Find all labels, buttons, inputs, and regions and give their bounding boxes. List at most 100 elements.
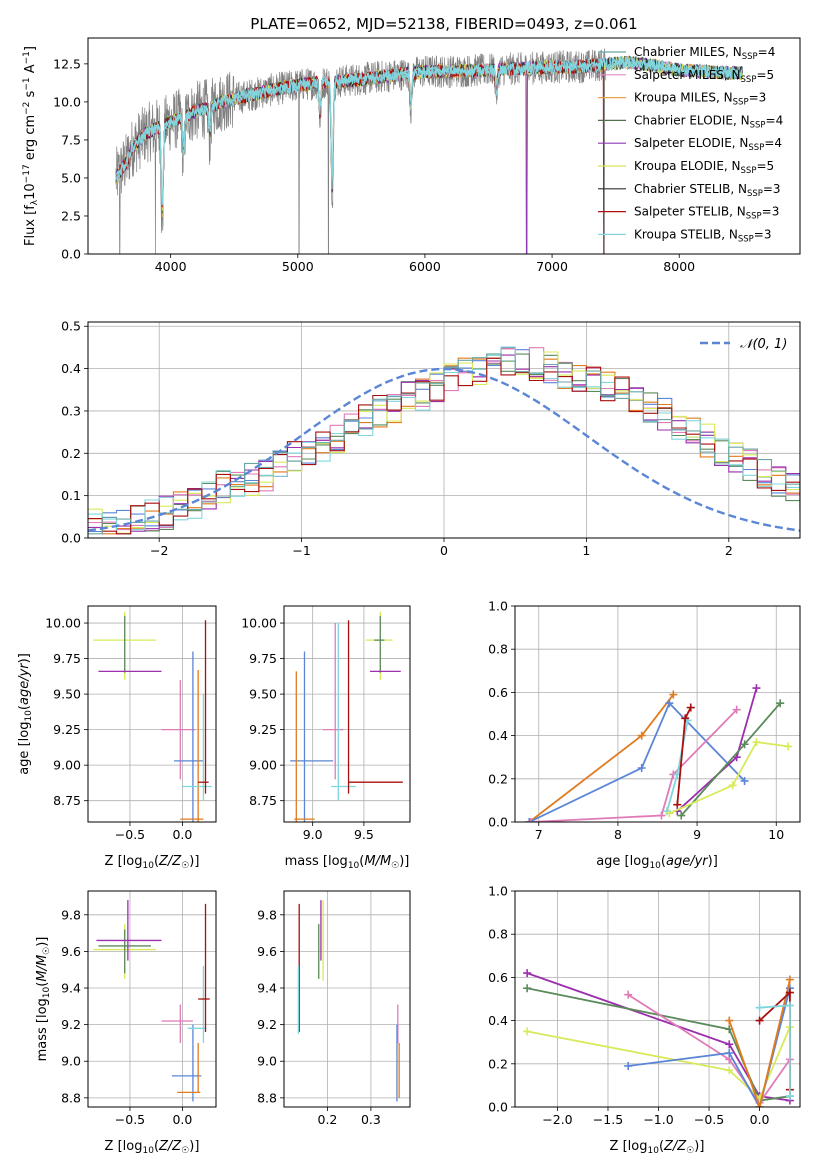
weight-vs-z-ytick-label: 0.8 [488, 927, 508, 942]
weight-vs-z-marker [755, 1003, 764, 1012]
spectrum-best-fit-line [115, 58, 743, 202]
weight-vs-z-series-line [628, 987, 791, 1107]
mass-vs-ebv-xtick-label: 0.2 [318, 1112, 338, 1127]
mass-vs-z-axes: −0.5 0.0 8.8 9.0 9.2 9.4 9.6 9.8 [61, 890, 217, 1127]
weight-vs-age-marker [665, 809, 674, 818]
age-vs-mass-crosses [290, 611, 403, 822]
weight-vs-age-marker [732, 705, 741, 714]
weight-vs-age-xtick-label: 7 [535, 827, 543, 842]
age-vs-z-ytick-label: 9.25 [53, 722, 81, 737]
age-vs-mass-ytick-label: 9.50 [249, 687, 277, 702]
weight-vs-z-marker [725, 1066, 734, 1075]
weight-vs-age-ytick-label: 0.2 [488, 771, 508, 786]
weight-vs-age-marker [681, 714, 690, 723]
age-vs-z-crosses [93, 611, 212, 822]
age-vs-mass-ytick-label: 8.75 [249, 793, 277, 808]
weight-vs-z-marker [523, 1027, 532, 1036]
mass-vs-ebv-ytick-label: 9.6 [257, 944, 277, 959]
weight-vs-z-marker [785, 975, 794, 984]
spectrum-xtick-label: 7000 [536, 259, 568, 274]
legend-entry: Kroupa MILES, NSSP=3 [634, 91, 766, 108]
residuals-ytick-label: 0.0 [61, 531, 81, 546]
legend-entry: Salpeter MILES, NSSP=5 [634, 68, 774, 85]
weight-vs-age-xtick-label: 10 [768, 827, 784, 842]
weight-vs-z-series-line [728, 979, 791, 1107]
weight-vs-age-marker [669, 690, 678, 699]
spectrum-xtick-label: 8000 [663, 259, 695, 274]
legend-entry: Kroupa ELODIE, NSSP=5 [634, 159, 774, 176]
legend-entry: Chabrier ELODIE, NSSP=4 [634, 113, 783, 130]
mass-vs-z-crosses [93, 900, 210, 1102]
spectrum-xtick-label: 5000 [282, 259, 314, 274]
weight-vs-age-series-line [669, 741, 789, 815]
mass-vs-z-ytick-label: 9.6 [61, 944, 81, 959]
weight-vs-age-marker [665, 699, 674, 708]
residuals-xtick-label: −1 [292, 543, 310, 558]
mass-vs-z-ytick-label: 9.0 [61, 1054, 81, 1069]
residuals-ytick-label: 0.4 [61, 361, 81, 376]
spectrum-ytick-label: 2.5 [61, 208, 81, 223]
panels: 4000 5000 6000 7000 80000.02.55.07.510.012.5… [17, 37, 801, 1156]
residual-histograms [88, 346, 800, 535]
age-vs-z-xlabel: Z [log10(Z/Z☉)] [105, 854, 200, 871]
weight-vs-z-frame [514, 890, 801, 1108]
weight-vs-age-marker [752, 738, 761, 747]
weight-vs-age-series-line [680, 702, 781, 817]
mass-vs-ebv-ytick-label: 9.2 [257, 1017, 277, 1032]
age-vs-z-xtick-label: −0.5 [115, 827, 145, 842]
weight-vs-z-ytick-label: 0.4 [488, 1013, 508, 1028]
mass-vs-z-ylabel: mass [log10(M/M☉)] [35, 937, 52, 1062]
age-vs-mass-xlabel: mass [log10(M/M☉)] [285, 854, 410, 871]
weight-vs-z-xtick-label: −0.5 [694, 1112, 724, 1127]
residuals-xtick-label: 0 [440, 543, 448, 558]
residuals-legend: 𝒩(0, 1) [700, 337, 787, 352]
weight-vs-age-marker [657, 811, 666, 820]
weight-vs-age-marker [637, 764, 646, 772]
weight-vs-age-ytick-label: 0.4 [488, 728, 508, 743]
residual-histogram-step [88, 354, 800, 532]
spectrum-ylabel: Flux [fλ10−17 erg cm−2 s−1 A−1] [22, 46, 40, 246]
spectrum-legend: Chabrier MILES, NSSP=4 Salpeter MILES, NS… [598, 45, 783, 244]
spectrum-xtick-label: 4000 [155, 259, 187, 274]
weight-vs-age-ytick-label: 0.6 [488, 685, 508, 700]
age-vs-mass-ytick-label: 10.00 [241, 616, 277, 631]
weight-vs-z-ytick-label: 0.2 [488, 1056, 508, 1071]
mass-vs-z-ytick-label: 9.2 [61, 1017, 81, 1032]
weight-vs-age-xtick-label: 9 [693, 827, 701, 842]
spectrum-ytick-label: 7.5 [61, 132, 81, 147]
legend-entry: Salpeter ELODIE, NSSP=4 [634, 136, 782, 153]
weight-vs-age-series-line [530, 709, 738, 822]
age-vs-mass-ytick-label: 9.25 [249, 722, 277, 737]
gaussian-curve [88, 367, 800, 532]
weight-vs-age-ytick-label: 1.0 [488, 599, 508, 614]
weight-vs-age-series-line [528, 701, 746, 822]
residuals-xtick-label: 2 [725, 543, 733, 558]
weight-vs-z-ytick-label: 0.6 [488, 970, 508, 985]
weight-vs-z-marker [785, 1092, 794, 1101]
mass-vs-z-xlabel: Z [log10(Z/Z☉)] [105, 1139, 200, 1156]
residual-histogram-step [88, 348, 800, 535]
legend-entry: Chabrier STELIB, NSSP=3 [634, 182, 781, 199]
age-vs-z-ytick-label: 8.75 [53, 793, 81, 808]
weight-vs-z-marker [523, 984, 532, 993]
weight-vs-z-marker [785, 988, 794, 997]
weight-vs-z-ytick-label: 1.0 [488, 884, 508, 899]
residuals-axes: −2 −1 0 1 2 0.0 0.1 0.2 0.3 0.4 0.5 𝒩(0, 1) [61, 319, 801, 558]
spectrum-frame [87, 37, 801, 255]
residual-histogram-step [88, 351, 800, 534]
residual-histogram-step [88, 357, 800, 535]
mass-vs-z-xtick-label: −0.5 [115, 1112, 145, 1127]
mass-vs-ebv-ytick-label: 9.0 [257, 1054, 277, 1069]
weight-vs-age-ytick-label: 0.8 [488, 642, 508, 657]
legend-entry: Chabrier MILES, NSSP=4 [634, 45, 775, 62]
residual-histogram-step [88, 346, 800, 535]
residuals-ytick-label: 0.2 [61, 446, 81, 461]
weight-vs-age-axes: 7 8 9 10 0.0 0.2 0.4 0.6 0.8 1.0 [488, 599, 801, 842]
weight-vs-age-xtick-label: 8 [614, 827, 622, 842]
weight-vs-z-marker [725, 1040, 734, 1049]
age-vs-mass-axes: 9.0 9.5 8.75 9.00 9.25 9.50 9.75 10.00 [241, 605, 411, 842]
mass-vs-ebv-ytick-label: 9.8 [257, 907, 277, 922]
weight-vs-z-marker [624, 1061, 633, 1070]
residuals-ytick-label: 0.3 [61, 403, 81, 418]
mass-vs-ebv-axes: 0.2 0.3 8.8 9.0 9.2 9.4 9.6 9.8 [257, 890, 411, 1127]
